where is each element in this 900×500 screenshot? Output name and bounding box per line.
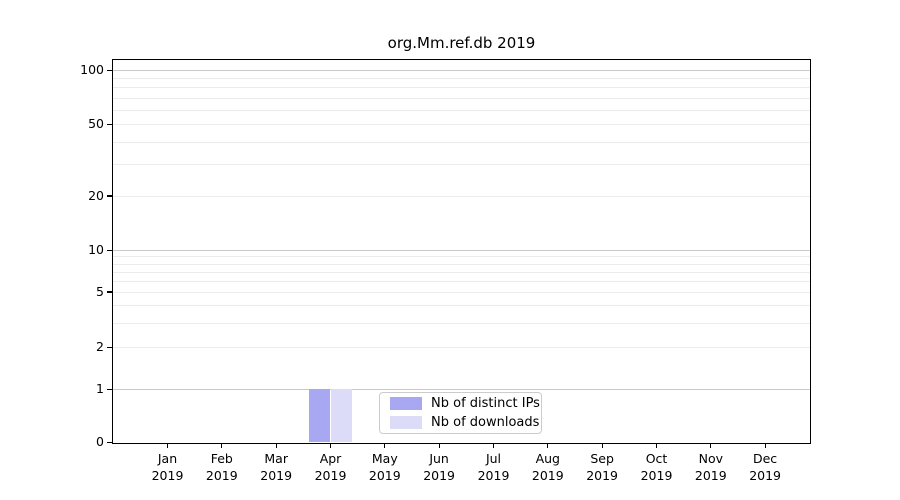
x-axis-tick-label: Nov 2019 <box>694 451 727 483</box>
x-axis-tick-mark <box>384 443 386 448</box>
x-axis-tick-label: Aug 2019 <box>531 451 564 483</box>
plot-area <box>113 60 810 443</box>
x-axis-tick-mark <box>166 443 169 448</box>
y-axis-tick-mark <box>107 441 112 443</box>
gridline <box>113 195 810 197</box>
x-axis-tick-label: Jan 2019 <box>151 451 184 483</box>
chart-title: org.Mm.ref.db 2019 <box>387 34 536 52</box>
y-axis-tick-label: 0 <box>96 434 104 449</box>
y-axis-tick-mark <box>107 69 112 71</box>
x-axis-tick-label: Sep 2019 <box>586 451 618 483</box>
gridline <box>113 87 810 89</box>
gridline <box>113 256 810 258</box>
y-axis-tick-label: 100 <box>80 62 104 77</box>
y-axis-tick-mark <box>107 123 112 125</box>
gridline <box>113 389 810 390</box>
x-axis-tick-label: May 2019 <box>368 451 401 483</box>
x-axis-tick-mark <box>655 443 658 448</box>
x-axis-tick-label: Dec 2019 <box>749 451 781 483</box>
gridline <box>113 70 810 71</box>
y-axis-tick-label: 2 <box>96 339 104 355</box>
x-axis-tick-mark <box>547 443 549 448</box>
gridline <box>113 291 810 293</box>
gridline <box>113 347 810 349</box>
gridline <box>113 305 810 307</box>
x-axis-tick-label: Feb 2019 <box>205 451 238 483</box>
y-axis-tick-label: 10 <box>88 242 104 257</box>
gridline <box>113 124 810 126</box>
x-axis-tick-mark <box>764 443 766 448</box>
bar-nb-of-distinct-ips <box>308 389 331 442</box>
x-axis-tick-label: Oct 2019 <box>640 451 673 483</box>
gridline <box>113 78 810 80</box>
y-axis-tick-mark <box>107 249 112 251</box>
gridline <box>113 271 810 273</box>
legend-swatch <box>390 416 422 429</box>
x-axis-tick-mark <box>710 443 712 448</box>
gridline <box>113 280 810 282</box>
x-axis-tick-mark <box>438 443 440 448</box>
legend-swatch <box>390 397 422 410</box>
x-axis-tick-label: Apr 2019 <box>314 451 347 483</box>
y-axis-tick-label: 50 <box>88 116 104 132</box>
gridline <box>113 141 810 143</box>
y-axis-tick-mark <box>107 346 112 348</box>
y-axis-tick-mark <box>107 291 112 293</box>
x-axis-tick-label: Jul 2019 <box>477 451 510 483</box>
y-axis-tick-label: 5 <box>96 283 104 299</box>
gridline <box>113 250 810 251</box>
x-axis-tick-mark <box>275 443 277 448</box>
gridline <box>113 109 810 111</box>
y-axis-tick-mark <box>107 195 112 197</box>
legend-label: Nb of downloads <box>431 415 540 430</box>
legend-label: Nb of distinct IPs <box>431 396 540 411</box>
x-axis-tick-label: Jun 2019 <box>423 451 455 483</box>
y-axis-tick-label: 1 <box>96 381 104 396</box>
x-axis-tick-mark <box>601 443 603 448</box>
gridline <box>113 164 810 166</box>
bar-nb-of-downloads <box>330 389 353 442</box>
x-axis-tick-mark <box>329 443 332 448</box>
legend: Nb of distinct IPs Nb of downloads <box>379 392 542 434</box>
y-axis-tick-label: 20 <box>88 187 104 203</box>
gridline <box>113 97 810 99</box>
legend-item: Nb of downloads <box>380 415 541 430</box>
x-axis-tick-mark <box>492 443 495 448</box>
x-axis-tick-mark <box>221 443 223 448</box>
gridline <box>113 322 810 324</box>
x-axis-tick-label: Mar 2019 <box>260 451 293 483</box>
legend-item: Nb of distinct IPs <box>380 396 541 411</box>
y-axis-tick-mark <box>107 388 112 390</box>
gridline <box>113 263 810 265</box>
